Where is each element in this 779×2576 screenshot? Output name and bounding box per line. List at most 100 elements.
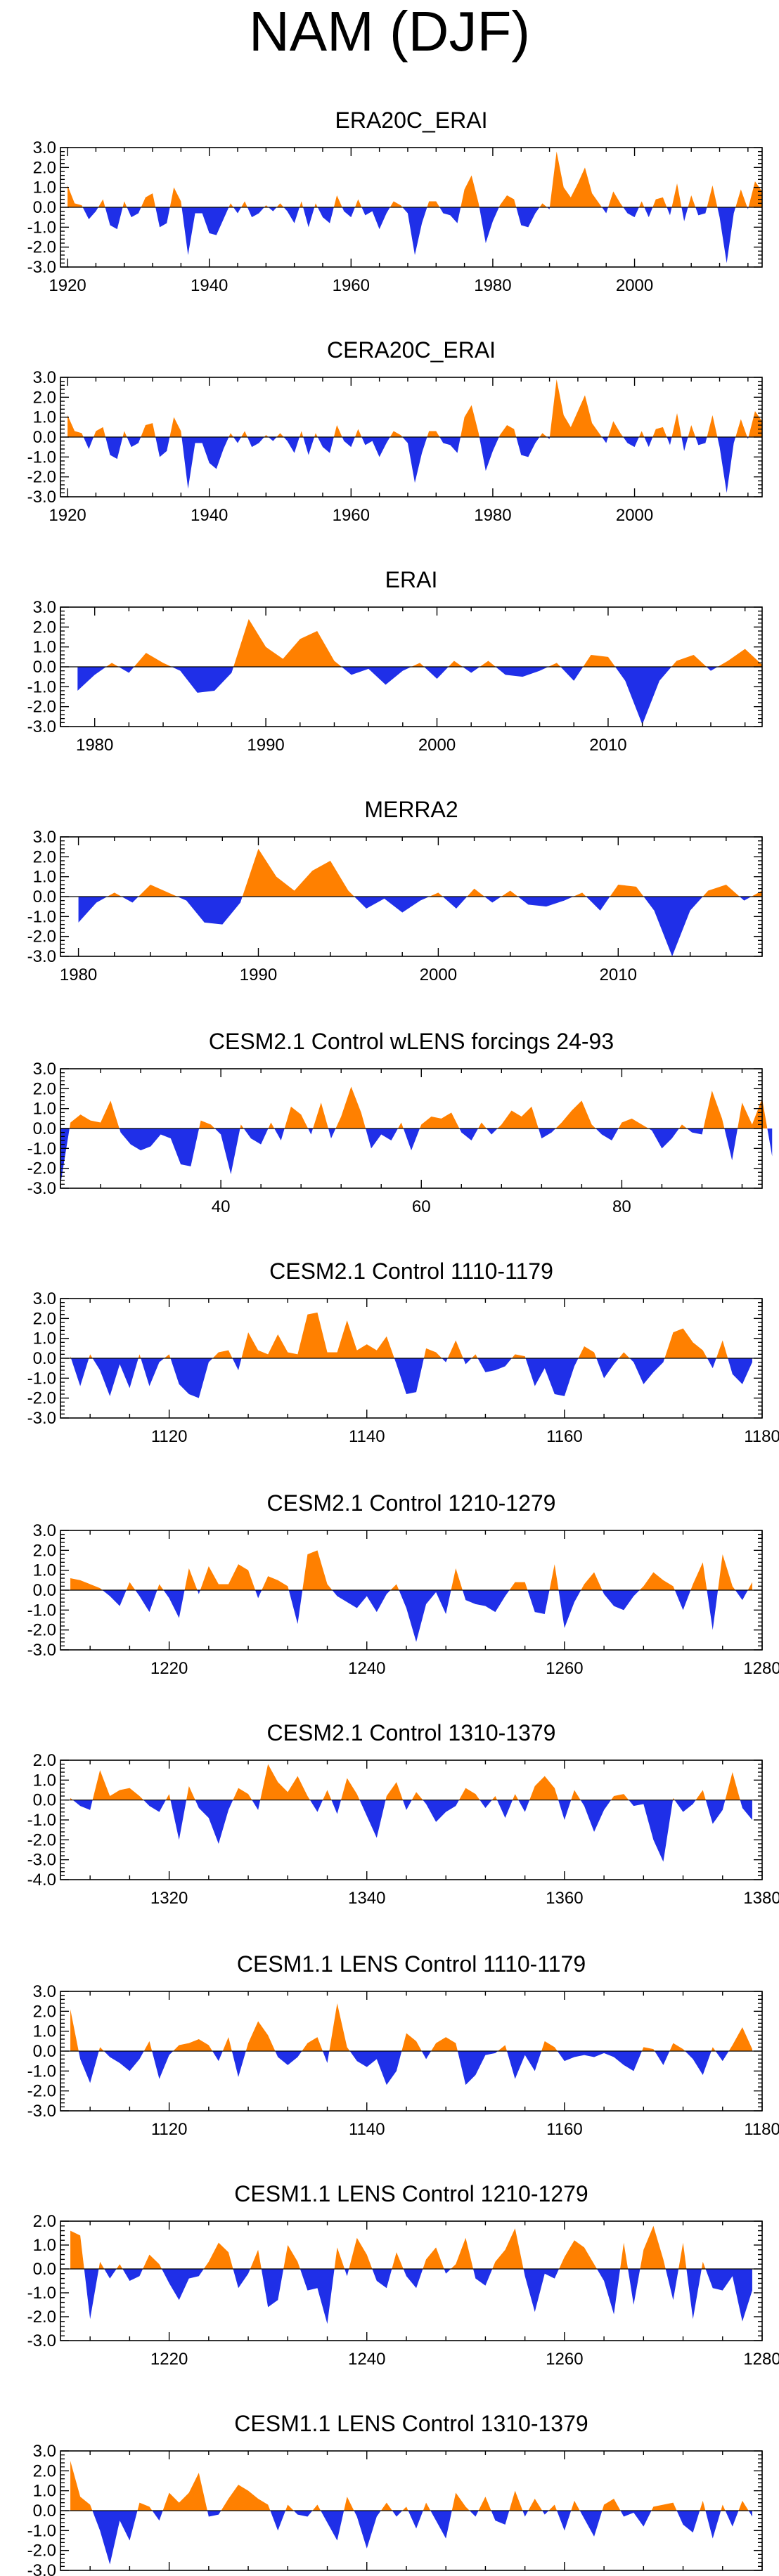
x-tick-label: 1220 (150, 1659, 188, 1678)
y-tick-label: 0.0 (33, 2042, 56, 2061)
positive-anomaly-area (479, 661, 496, 667)
y-tick-label: -3.0 (27, 1409, 56, 1428)
positive-anomaly-area (707, 185, 718, 207)
y-tick-label: -2.0 (27, 1621, 56, 1640)
y-tick-label: 3.0 (33, 828, 56, 847)
positive-anomaly-area (573, 892, 586, 897)
positive-anomaly-area (678, 2242, 687, 2269)
negative-anomaly-area (402, 207, 427, 255)
negative-anomaly-area (270, 2511, 286, 2531)
positive-anomaly-area (735, 419, 747, 437)
y-tick-label: 1.0 (33, 1771, 56, 1790)
y-tick-label: -1.0 (27, 1139, 56, 1158)
negative-anomaly-area (463, 667, 480, 673)
positive-anomaly-area (581, 1572, 603, 1590)
positive-anomaly-area (122, 201, 127, 207)
negative-anomaly-area (479, 1800, 492, 1808)
y-tick-label: -1.0 (27, 677, 56, 696)
positive-anomaly-area (221, 2485, 271, 2511)
positive-anomaly-area (349, 2237, 373, 2269)
negative-anomaly-area (705, 2269, 752, 2322)
positive-anomaly-area (458, 1788, 480, 1800)
negative-anomaly-area (372, 2269, 392, 2289)
positive-anomaly-area (411, 1792, 423, 1800)
negative-anomaly-area (252, 1800, 261, 1810)
negative-anomaly-area (300, 2269, 335, 2324)
positive-anomaly-area (738, 2500, 749, 2511)
negative-anomaly-area (181, 437, 229, 489)
y-tick-label: 2.0 (33, 2461, 56, 2480)
negative-anomaly-area (212, 2051, 223, 2062)
positive-anomaly-area (467, 888, 485, 897)
chart-title: CESM2.1 Control 1110-1179 (269, 1258, 553, 1284)
negative-anomaly-area (527, 1590, 550, 1614)
x-tick-label: 1240 (348, 1659, 385, 1678)
positive-anomaly-area (716, 1340, 728, 1358)
negative-anomaly-area (332, 1590, 391, 1613)
negative-anomaly-area (748, 2511, 752, 2517)
positive-anomaly-area (70, 2461, 93, 2511)
negative-anomaly-area (644, 207, 653, 218)
negative-anomaly-area (459, 1128, 479, 1140)
positive-anomaly-area (390, 1584, 399, 1590)
negative-anomaly-area (629, 1800, 674, 1862)
negative-anomaly-area (695, 207, 707, 216)
positive-anomaly-area (70, 2009, 79, 2051)
x-tick-label: 60 (412, 1197, 431, 1216)
positive-anomaly-area (607, 421, 624, 437)
positive-anomaly-area (228, 433, 233, 437)
chart-panel: CESM1.1 LENS Control 1310-1379 -3.0-2.0 -1… (27, 2411, 763, 2576)
positive-anomaly-area (268, 1122, 275, 1128)
negative-anomaly-area (681, 437, 688, 451)
positive-anomaly-area (491, 1796, 498, 1800)
negative-anomaly-area (430, 2511, 452, 2539)
positive-anomaly-area (671, 183, 682, 207)
positive-anomaly-area (639, 1572, 675, 1590)
positive-anomaly-area (669, 2043, 685, 2051)
plot-frame (60, 2220, 763, 2341)
x-tick-label: 1980 (76, 736, 113, 755)
negative-anomaly-area (361, 207, 390, 230)
positive-anomaly-area (245, 2021, 276, 2051)
y-tick-label: 3.0 (33, 1521, 56, 1540)
positive-anomaly-area (539, 203, 548, 207)
positive-anomaly-area (548, 663, 561, 667)
negative-anomaly-area (366, 1128, 398, 1149)
x-tick-label: 1360 (546, 1889, 583, 1908)
positive-anomaly-area (651, 2502, 677, 2511)
positive-anomaly-area (541, 2041, 558, 2051)
positive-anomaly-area (70, 2230, 84, 2269)
negative-anomaly-area (507, 2051, 542, 2079)
y-tick-label: -3.0 (27, 2331, 56, 2350)
x-tick-label: 1160 (546, 1427, 583, 1446)
positive-anomaly-area (607, 191, 624, 207)
y-tick-label: -1.0 (27, 907, 56, 926)
positive-anomaly-area (334, 2247, 345, 2269)
y-tick-label: 3.0 (33, 1289, 56, 1308)
positive-anomaly-area (222, 2037, 232, 2051)
x-tick-label: 1220 (150, 2350, 188, 2369)
x-tick-label: 1340 (348, 1889, 385, 1908)
negative-anomaly-area (421, 2051, 432, 2060)
positive-anomaly-area (548, 2504, 558, 2511)
negative-anomaly-area (725, 2511, 739, 2527)
positive-anomaly-area (283, 2245, 300, 2269)
chart-title: CESM2.1 Control 1310-1379 (267, 1720, 556, 1745)
positive-anomaly-area (451, 2492, 470, 2511)
negative-anomaly-area (118, 667, 134, 673)
positive-anomaly-area (203, 2242, 233, 2269)
negative-anomaly-area (214, 1128, 240, 1175)
positive-anomaly-area (392, 2252, 404, 2269)
positive-anomaly-area (448, 661, 463, 667)
positive-anomaly-area (169, 187, 182, 207)
negative-anomaly-area (181, 207, 229, 255)
positive-anomaly-area (233, 619, 342, 667)
negative-anomaly-area (747, 437, 749, 439)
positive-anomaly-area (69, 1100, 120, 1128)
chart-panel: ERA20C_ERAI -3.0-2.0-1.00.01.02.03.0 1920 1… (27, 108, 763, 295)
positive-anomaly-area (329, 2003, 350, 2051)
positive-anomaly-area (571, 1790, 581, 1800)
y-tick-label: 2.0 (33, 2212, 56, 2231)
x-tick-label: 1260 (546, 2350, 583, 2369)
positive-anomaly-area (498, 425, 517, 437)
